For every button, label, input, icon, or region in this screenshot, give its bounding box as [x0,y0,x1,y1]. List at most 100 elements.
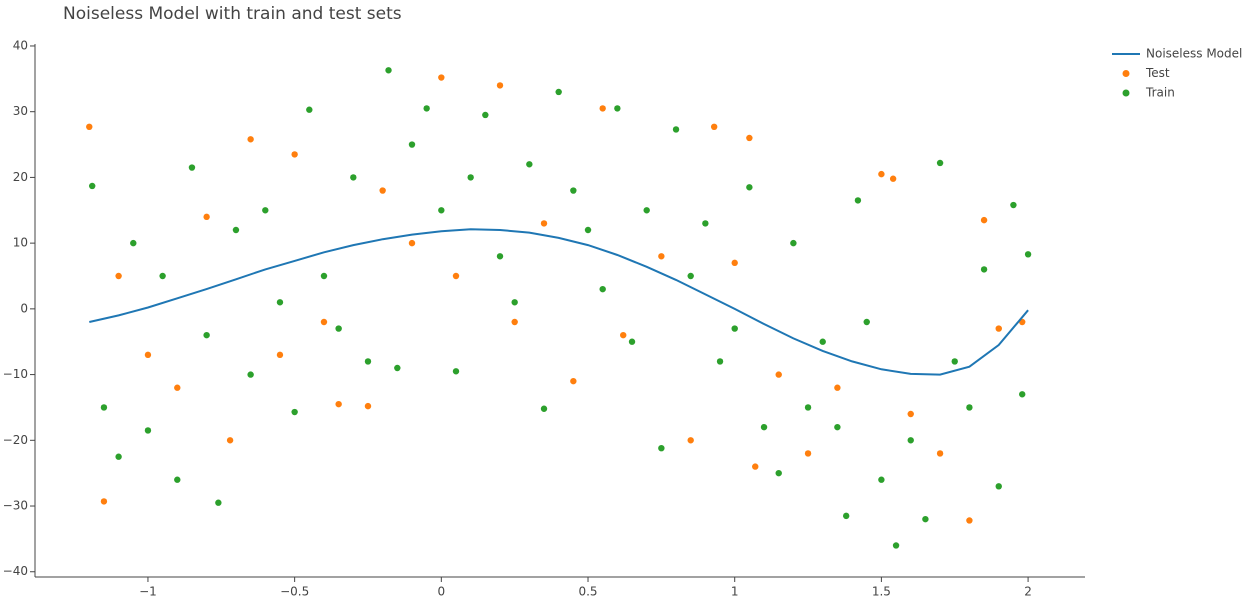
x-tick-label: 1.5 [872,585,891,599]
point [276,299,284,306]
point [423,105,430,112]
point [364,402,372,410]
y-tick-label: 0 [20,301,28,315]
point [100,498,108,505]
point [889,175,897,182]
point [144,351,152,359]
point [936,450,944,457]
chart-title: Noiseless Model with train and test sets [63,4,402,24]
x-tick-label: 2 [1024,585,1032,599]
point [922,515,929,523]
point [394,364,401,372]
point [892,542,900,549]
point [203,213,210,221]
point [226,437,234,444]
point [511,318,518,326]
point [570,377,577,385]
point [1019,391,1026,398]
point [878,476,885,483]
point [980,266,988,273]
x-tick-label: 1 [731,585,739,599]
point [511,299,518,306]
point [540,220,548,227]
point [980,216,988,224]
point [907,437,914,444]
point [804,404,812,411]
point [115,272,122,280]
point [232,226,240,234]
point [115,453,122,460]
point [842,512,850,520]
point [159,272,166,280]
point [335,400,342,408]
legend-label[interactable]: Noiseless Model [1146,47,1242,61]
point [320,318,328,326]
point [174,384,181,391]
point [746,134,753,142]
point [775,371,782,378]
point [599,285,606,293]
point [408,141,416,148]
point [438,207,445,214]
point [452,368,460,375]
point [702,220,709,227]
point [687,272,694,280]
x-tick-label: −1 [139,585,157,599]
point [658,444,665,452]
point [320,272,328,280]
point [203,331,210,339]
point [760,423,768,431]
point [1010,201,1017,209]
y-tick-label: 10 [13,236,28,250]
point [804,450,812,457]
point [731,325,738,332]
point [247,371,254,378]
point [628,338,636,345]
point [89,182,96,190]
y-tick-label: −20 [3,433,28,447]
point [174,476,181,483]
point [467,174,474,181]
point [716,358,724,365]
point [790,239,797,247]
x-tick-label: 0.5 [578,585,597,599]
point [834,384,841,391]
point [247,136,254,143]
point [144,427,152,434]
point [438,74,445,81]
point [687,437,694,444]
x-tick-label: 0 [438,585,446,599]
point [364,358,372,365]
y-tick-label: −40 [3,564,28,578]
point [130,239,137,247]
point [854,197,862,204]
point [86,123,93,131]
point [291,151,298,158]
point [966,517,973,524]
point [951,358,958,365]
point [100,404,108,411]
point [672,126,680,133]
legend-swatch[interactable] [1122,70,1130,77]
point [752,463,759,470]
legend-swatch[interactable] [1122,89,1130,97]
point [276,351,284,359]
point [966,404,973,411]
legend-label[interactable]: Train [1145,86,1175,100]
point [599,105,606,112]
y-tick-label: 20 [13,170,28,184]
legend-label[interactable]: Test [1145,66,1170,80]
point [262,207,269,214]
point [408,239,416,247]
point [291,408,298,416]
point [819,338,826,345]
y-tick-label: 40 [13,38,28,52]
point [1024,251,1032,258]
y-tick-label: −10 [3,367,28,381]
point [658,253,665,260]
point [995,483,1002,490]
y-tick-label: 30 [13,104,28,118]
point [306,106,313,113]
point [775,469,782,477]
